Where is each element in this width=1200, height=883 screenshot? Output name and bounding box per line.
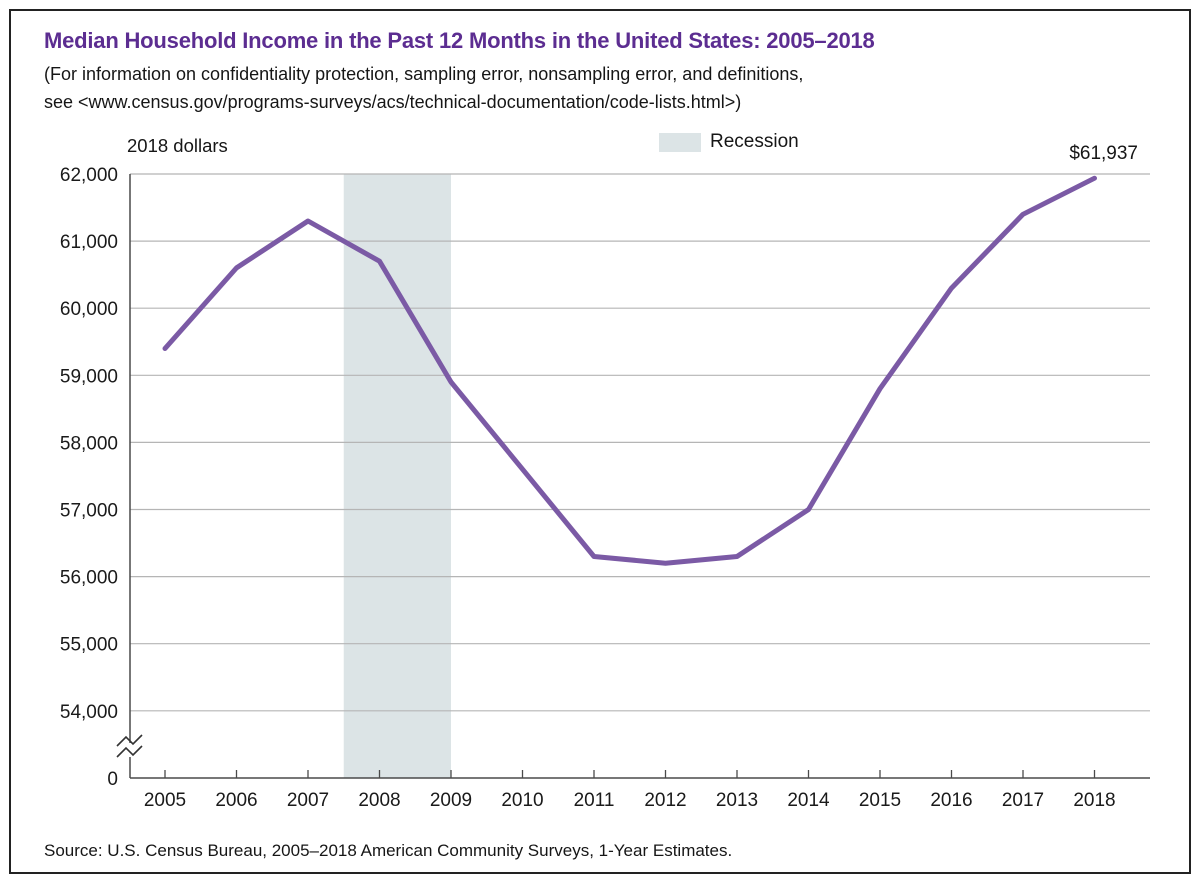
x-tick-label-2011: 2011	[574, 790, 615, 811]
recession-legend-swatch	[659, 132, 701, 152]
x-tick-label-2014: 2014	[787, 790, 830, 811]
source-note: Source: U.S. Census Bureau, 2005–2018 Am…	[44, 841, 733, 860]
x-tick-label-2013: 2013	[716, 790, 758, 811]
x-tick-label-2007: 2007	[287, 790, 329, 811]
chart-subtitle-line1: (For information on confidentiality prot…	[44, 64, 804, 84]
y-tick-label-55,000: 55,000	[60, 635, 118, 656]
axis-break-mark-bottom	[116, 745, 143, 758]
chart-subtitle-line2: see <www.census.gov/programs-surveys/acs…	[44, 92, 742, 112]
x-tick-label-2009: 2009	[430, 790, 472, 811]
axis-break-mark-top	[116, 734, 143, 747]
y-tick-label-57,000: 57,000	[60, 501, 118, 522]
x-tick-label-2012: 2012	[644, 790, 686, 811]
y-tick-label-60,000: 60,000	[60, 299, 118, 320]
end-value-annotation: $61,937	[1069, 143, 1138, 164]
x-tick-label-2005: 2005	[144, 790, 186, 811]
y-tick-label-56,000: 56,000	[60, 568, 118, 589]
x-tick-label-2008: 2008	[358, 790, 400, 811]
y-tick-label-61,000: 61,000	[60, 232, 118, 253]
chart-subtitle: (For information on confidentiality prot…	[44, 60, 1144, 116]
income-trend-line	[162, 175, 1097, 566]
x-tick-label-2010: 2010	[501, 790, 543, 811]
x-tick-label-2016: 2016	[930, 790, 972, 811]
chart-title: Median Household Income in the Past 12 M…	[44, 28, 875, 53]
legend: Recession	[659, 131, 799, 153]
y-tick-label-62,000: 62,000	[60, 165, 118, 186]
y-tick-label-59,000: 59,000	[60, 366, 118, 387]
x-tick-label-2017: 2017	[1002, 790, 1044, 811]
x-tick-label-2015: 2015	[859, 790, 901, 811]
y-axis-unit-label: 2018 dollars	[127, 135, 228, 156]
x-tick-label-2006: 2006	[215, 790, 257, 811]
y-tick-label-0: 0	[107, 769, 118, 790]
x-tick-label-2018: 2018	[1073, 790, 1115, 811]
recession-band	[343, 174, 451, 778]
y-tick-label-54,000: 54,000	[60, 702, 118, 723]
recession-legend-label: Recession	[710, 131, 799, 152]
y-tick-label-58,000: 58,000	[60, 433, 118, 454]
figure-border	[9, 9, 1191, 874]
